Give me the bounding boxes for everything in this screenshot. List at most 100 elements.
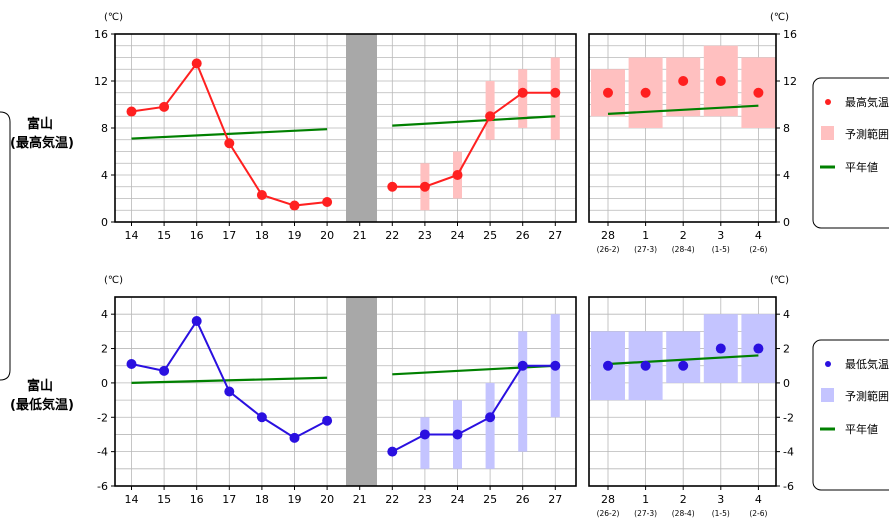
data-point	[289, 432, 300, 443]
weekly-period-range: (2-6)	[749, 509, 767, 518]
weekly-data-point	[715, 343, 726, 354]
x-tick-label: 22	[385, 493, 399, 506]
x-tick-label: 19	[288, 229, 302, 242]
legend-item: 平年値	[845, 160, 878, 174]
weekly-period-range: (26-2)	[597, 509, 620, 518]
y-tick-label-left: 0	[101, 216, 108, 229]
y-tick-label-left: 16	[94, 28, 108, 41]
data-point	[322, 415, 333, 426]
x-tick-label: 27	[548, 229, 562, 242]
y-tick-label-left: 4	[101, 308, 108, 321]
x-tick-label: 21	[353, 229, 367, 242]
forecast-range-bar	[518, 331, 528, 452]
weekly-plot-frame	[588, 296, 777, 487]
y-tick-label-right: 12	[783, 75, 797, 88]
element-label: (最低気温)	[10, 397, 74, 413]
data-point	[550, 360, 561, 371]
station-label: 富山	[27, 378, 53, 394]
data-point	[419, 429, 430, 440]
x-tick-label: 24	[451, 229, 465, 242]
y-tick-label-right: -6	[783, 480, 794, 493]
data-point	[256, 189, 267, 200]
chart-panel-min-temp: 富山(最低気温)(℃) (℃)-6 -6-4 -4-2 -20 02 24 414 15 16 17…	[10, 275, 889, 518]
y-tick-label-right: 4	[783, 169, 790, 182]
gap-band-21	[346, 297, 377, 486]
normal-line	[392, 364, 556, 376]
forecast-range-bar	[485, 81, 495, 140]
forecast-range-bar	[518, 69, 528, 128]
weekly-period-label: 3	[717, 493, 724, 506]
series-line-forecast	[391, 364, 556, 453]
data-point	[191, 316, 202, 327]
legend-swatch-range	[821, 126, 834, 140]
weekly-data-point	[603, 87, 613, 98]
data-point	[387, 181, 398, 192]
gap-band-21	[346, 34, 377, 222]
weekly-period-label: 28	[601, 493, 615, 506]
x-tick-label: 24	[451, 493, 465, 506]
x-tick-label: 15	[157, 493, 171, 506]
weekly-period-range: (27-3)	[634, 245, 657, 254]
weekly-period-label: 2	[680, 229, 687, 242]
x-tick-label: 15	[157, 229, 171, 242]
x-tick-label: 20	[320, 229, 334, 242]
normal-line	[392, 115, 556, 127]
weekly-data-point	[753, 343, 764, 354]
weekly-data-point	[678, 76, 689, 86]
weekly-range-box	[666, 57, 701, 117]
data-point	[387, 446, 398, 457]
legend-item: 平年値	[845, 422, 878, 436]
data-point	[191, 58, 202, 69]
weekly-period-label: 2	[680, 493, 687, 506]
x-tick-label: 21	[353, 493, 367, 506]
y-tick-label-left: -4	[97, 446, 108, 459]
data-point	[256, 412, 267, 423]
data-point	[452, 429, 463, 440]
x-tick-label: 23	[418, 493, 432, 506]
forecast-range-bar	[550, 57, 560, 140]
normal-line-weekly	[607, 354, 759, 366]
normal-line	[131, 376, 328, 385]
station-label: 富山	[27, 116, 53, 132]
weekly-period-range: (28-4)	[672, 509, 695, 518]
legend-item: 予測範囲	[845, 127, 889, 141]
x-tick-label: 16	[190, 229, 204, 242]
weekly-period-range: (2-6)	[749, 245, 767, 254]
legend-box	[812, 77, 889, 229]
x-tick-label: 25	[483, 229, 497, 242]
data-point	[452, 170, 463, 180]
weekly-period-label: 1	[642, 229, 649, 242]
legend-item: 最低気温	[845, 357, 889, 371]
legend-item: 予測範囲	[845, 389, 889, 403]
weekly-period-label: 4	[755, 229, 762, 242]
y-tick-label-left: -2	[97, 411, 108, 424]
x-tick-label: 18	[255, 229, 269, 242]
x-tick-label: 26	[516, 229, 530, 242]
data-point	[322, 197, 333, 208]
unit-label-left: (℃)	[104, 12, 123, 23]
forecast-range-bar	[420, 417, 430, 469]
y-tick-label-left: 0	[101, 377, 108, 390]
y-tick-label-left: 4	[101, 169, 108, 182]
x-tick-label: 20	[320, 493, 334, 506]
legend-swatch-range	[821, 388, 834, 402]
left-bracket	[0, 111, 11, 381]
x-tick-label: 19	[288, 493, 302, 506]
data-point	[126, 106, 137, 117]
legend-swatch-point	[825, 361, 831, 367]
y-tick-label-left: 8	[101, 122, 108, 135]
legend-box	[812, 339, 889, 491]
y-tick-label-right: 16	[783, 28, 797, 41]
weekly-period-label: 1	[642, 493, 649, 506]
data-point	[126, 359, 137, 370]
y-tick-label-right: -2	[783, 411, 794, 424]
x-tick-label: 23	[418, 229, 432, 242]
weekly-period-range: (1-5)	[712, 509, 730, 518]
unit-label-right: (℃)	[770, 12, 789, 23]
element-label: (最高気温)	[10, 135, 74, 151]
legend-swatch-point	[825, 99, 831, 105]
